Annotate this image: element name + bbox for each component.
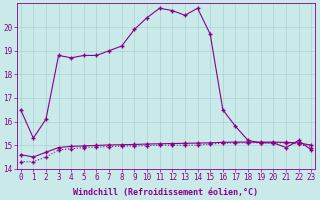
X-axis label: Windchill (Refroidissement éolien,°C): Windchill (Refroidissement éolien,°C)	[74, 188, 259, 197]
